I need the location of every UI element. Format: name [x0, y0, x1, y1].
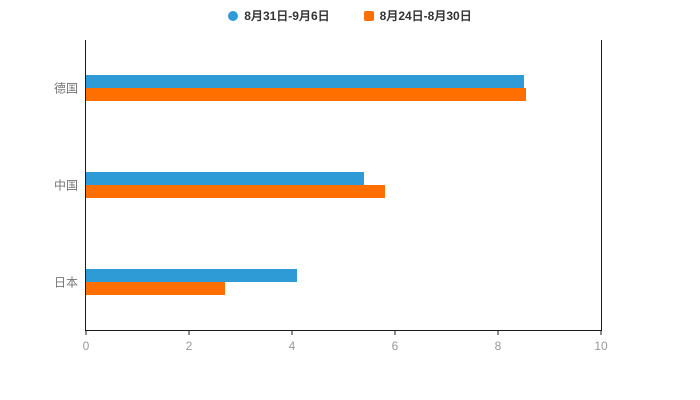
legend-item-series-0[interactable]: 8月31日-9月6日	[228, 7, 330, 24]
x-axis-tick-label: 8	[494, 339, 502, 353]
y-axis-category-label: 中国	[53, 178, 78, 193]
x-axis-tick-label: 0	[82, 339, 90, 353]
x-axis-tick-label: 2	[185, 339, 193, 353]
legend-marker-circle-icon	[228, 10, 239, 21]
x-axis-tick-label: 6	[391, 339, 399, 353]
legend-item-series-1[interactable]: 8月24日-8月30日	[363, 7, 472, 24]
legend-marker-square-icon	[363, 10, 374, 21]
x-axis-tick-mark	[497, 330, 499, 335]
bar-series-0-cat-2[interactable]	[86, 268, 298, 282]
x-axis-tick-mark	[600, 330, 602, 335]
bar-series-0-cat-0[interactable]	[86, 75, 524, 89]
bar-series-1-cat-0[interactable]	[86, 88, 527, 102]
bar-series-1-cat-1[interactable]	[86, 185, 385, 198]
plot-area: 德国中国日本 0 2 4 6 8 10	[54, 40, 608, 353]
y-axis-category-label: 德国	[53, 81, 78, 96]
x-axis-tick-mark	[394, 330, 396, 335]
legend-label: 8月24日-8月30日	[379, 9, 472, 23]
x-axis-tick-mark	[291, 330, 293, 335]
x-axis-tick-label: 10	[594, 339, 608, 353]
y-axis-category-label: 日本	[53, 275, 78, 290]
x-axis-tick-label: 4	[288, 339, 296, 353]
legend: 8月31日-9月6日 8月24日-8月30日	[0, 7, 700, 24]
legend-label: 8月31日-9月6日	[244, 9, 330, 23]
bar-series-0-cat-1[interactable]	[86, 172, 365, 185]
bar-series-1-cat-2[interactable]	[86, 281, 226, 295]
x-axis-tick-mark	[85, 330, 87, 335]
x-axis-tick-mark	[188, 330, 190, 335]
